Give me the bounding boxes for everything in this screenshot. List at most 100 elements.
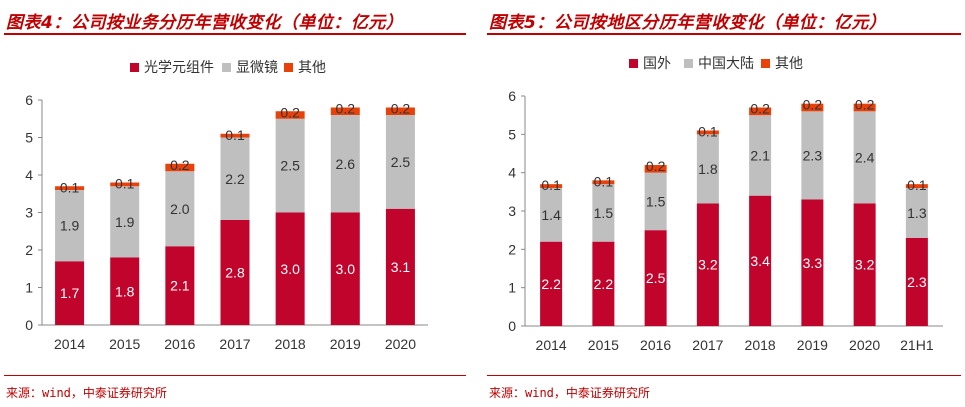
chart-panel-business: 图表4：公司按业务分历年营收变化（单位：亿元） 0 1 2 3 4 5 6 光学元组件 显微镜 其… — [0, 0, 470, 407]
x-tick-label: 2016 — [164, 336, 195, 352]
data-label: 0.2 — [750, 101, 770, 117]
bar-segment — [696, 130, 719, 135]
data-label: 3.2 — [698, 257, 718, 273]
bar-segment — [853, 203, 876, 326]
data-label: 1.8 — [698, 161, 718, 177]
data-label: 2.2 — [225, 171, 245, 187]
legend-label: 中国大陆 — [698, 55, 754, 71]
revenue-by-business-chart: 0 1 2 3 4 5 6 光学元组件 显微镜 其他 1.7 1.9 0.1 2014 1.8 1.9 0.1 2… — [25, 59, 428, 352]
legend-label: 其他 — [298, 59, 326, 75]
x-tick-label: 2016 — [640, 337, 671, 353]
legend-swatch — [284, 63, 293, 72]
bar-segment — [592, 241, 615, 326]
data-label: 3.4 — [750, 253, 770, 269]
x-tick-label: 2014 — [536, 337, 567, 353]
bar-segment — [905, 237, 928, 326]
bar-segment — [540, 241, 563, 326]
x-tick-label: 2015 — [588, 337, 619, 353]
bar-segment — [801, 111, 824, 200]
data-label: 0.1 — [115, 176, 135, 192]
title-divider — [4, 33, 466, 35]
bar-segment — [55, 261, 85, 325]
y-tick-label: 5 — [25, 130, 33, 146]
x-tick-label: 2017 — [692, 337, 723, 353]
data-label: 0.1 — [60, 179, 80, 195]
x-tick-label: 21H1 — [900, 337, 934, 353]
x-tick-label: 2014 — [54, 336, 85, 352]
bar-segment — [696, 203, 719, 326]
data-label: 2.0 — [170, 201, 190, 217]
y-tick-label: 0 — [508, 318, 516, 334]
y-tick-label: 4 — [508, 165, 516, 181]
bar-segment — [165, 171, 195, 247]
bar-segment — [540, 184, 563, 188]
x-tick-label: 2020 — [849, 337, 880, 353]
y-tick-label: 5 — [508, 126, 516, 142]
data-label: 0.2 — [170, 157, 190, 173]
source-note: 来源：wind，中泰证券研究所 — [6, 386, 167, 400]
legend-label: 显微镜 — [236, 59, 278, 75]
data-label: 3.0 — [280, 261, 300, 277]
bar-segment — [853, 103, 876, 112]
data-label: 1.9 — [60, 218, 80, 234]
data-label: 0.2 — [336, 101, 356, 117]
data-label: 0.2 — [280, 104, 300, 120]
x-tick-label: 2017 — [219, 336, 250, 352]
bar-segment — [220, 137, 250, 220]
data-label: 2.2 — [541, 276, 561, 292]
bar-segment — [275, 212, 305, 325]
data-label: 2.5 — [391, 154, 411, 170]
bar-segment — [165, 246, 195, 325]
data-label: 0.1 — [907, 177, 927, 193]
bar-segment — [165, 163, 195, 172]
data-label: 1.7 — [60, 285, 80, 301]
bar-segment — [275, 118, 305, 213]
legend-label: 国外 — [643, 55, 671, 71]
data-label: 1.3 — [907, 205, 927, 221]
bar-segment — [330, 115, 360, 213]
data-label: 1.8 — [115, 283, 135, 299]
data-label: 0.2 — [855, 97, 875, 113]
y-tick-label: 6 — [508, 88, 516, 104]
data-label: 0.1 — [698, 124, 718, 140]
y-tick-label: 6 — [25, 92, 33, 108]
bar-segment — [55, 186, 85, 190]
bar-segment — [592, 180, 615, 185]
bar-segment — [220, 220, 250, 325]
data-label: 1.5 — [594, 205, 614, 221]
legend-swatch — [222, 63, 231, 72]
y-tick-label: 2 — [25, 242, 33, 258]
data-label: 0.2 — [646, 158, 666, 174]
bar-segment — [749, 115, 772, 196]
bar-segment — [385, 115, 415, 209]
bar-segment — [330, 107, 360, 115]
y-tick-label: 1 — [508, 280, 516, 296]
data-label: 2.2 — [594, 276, 614, 292]
data-label: 2.3 — [803, 147, 823, 163]
bar-segment — [696, 134, 719, 204]
data-label: 0.2 — [391, 101, 411, 117]
x-tick-label: 2018 — [275, 336, 306, 352]
x-tick-label: 2015 — [109, 336, 140, 352]
chart-title: 图表4：公司按业务分历年营收变化（单位：亿元） — [6, 13, 404, 33]
bar-segment — [853, 111, 876, 204]
source-note: 来源：wind，中泰证券研究所 — [489, 386, 650, 400]
bar-segment — [905, 184, 928, 188]
bar-segment — [801, 103, 824, 112]
data-label: 2.6 — [336, 156, 356, 172]
data-label: 1.9 — [115, 214, 135, 230]
bar-segment — [385, 107, 415, 115]
y-tick-label: 3 — [508, 203, 516, 219]
bar-segment — [55, 190, 85, 262]
y-tick-label: 1 — [25, 280, 33, 296]
data-label: 0.2 — [803, 97, 823, 113]
bar-segment — [905, 188, 928, 238]
data-label: 0.1 — [594, 173, 614, 189]
data-label: 1.5 — [646, 193, 666, 209]
x-tick-label: 2018 — [745, 337, 776, 353]
data-label: 0.1 — [541, 177, 561, 193]
bar-segment — [644, 230, 667, 326]
data-label: 3.3 — [803, 255, 823, 271]
data-label: 3.0 — [336, 261, 356, 277]
x-tick-label: 2020 — [385, 336, 416, 352]
